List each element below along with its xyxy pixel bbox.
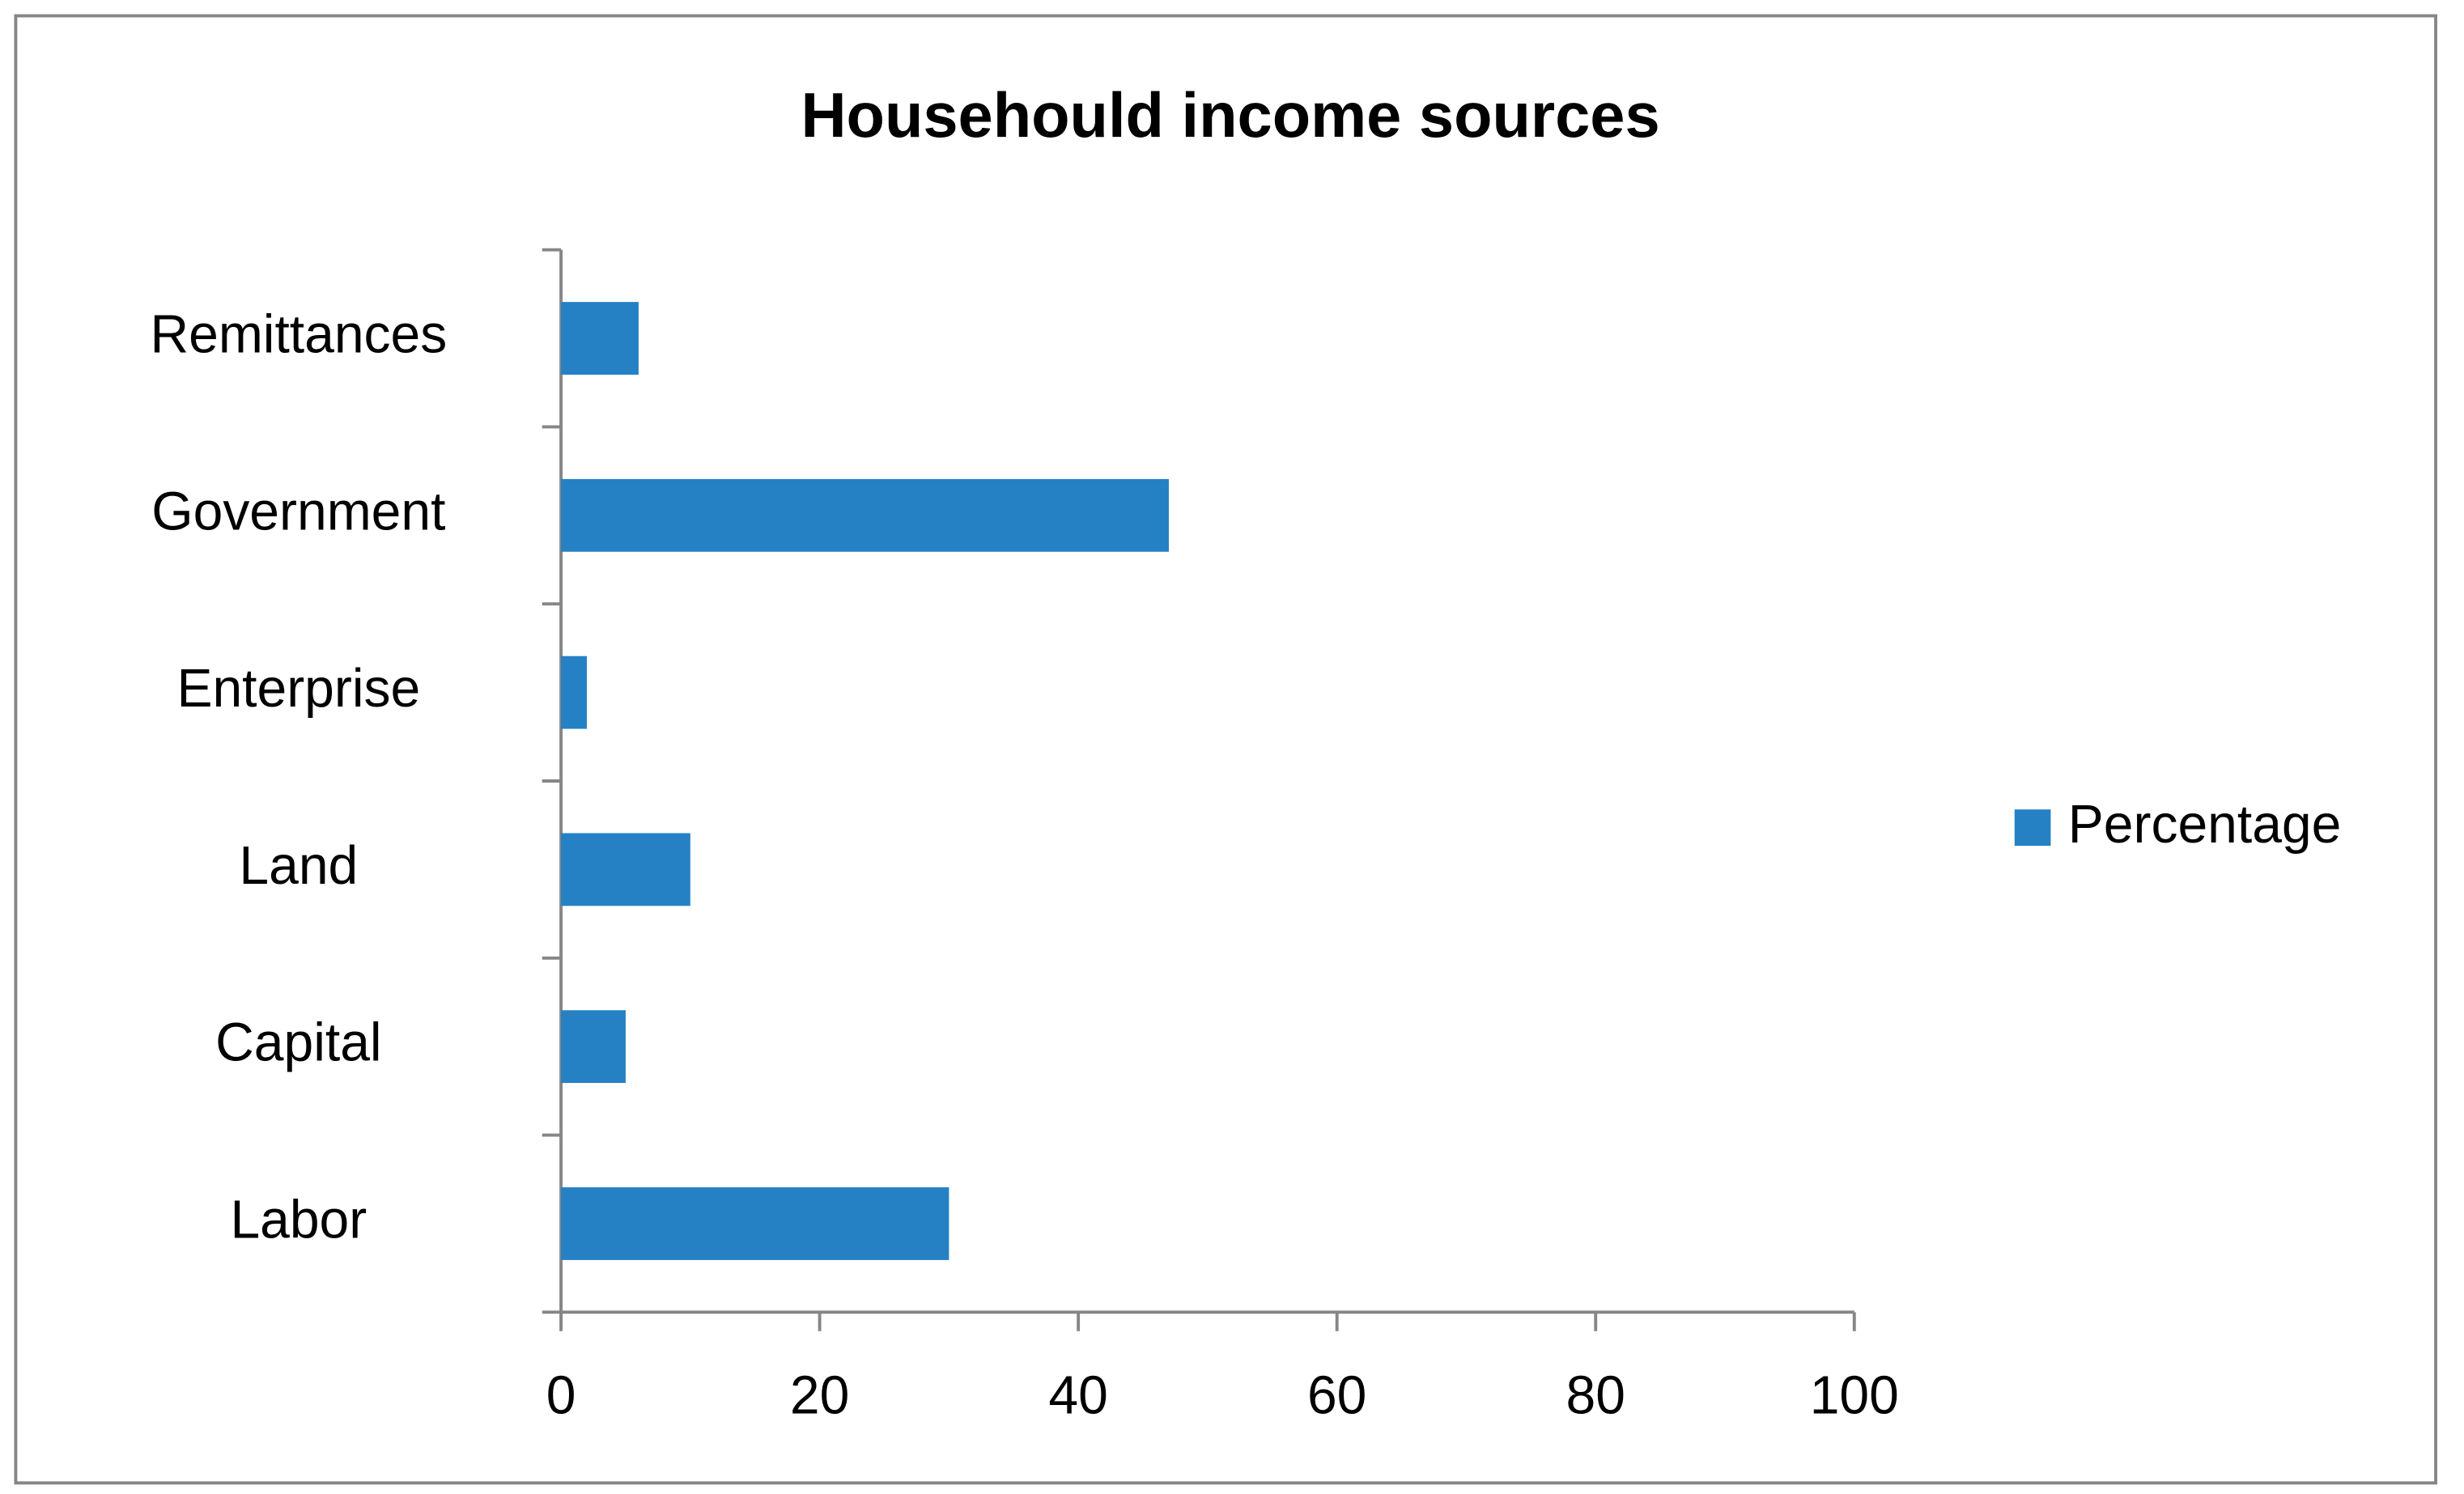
y-tick-label: Land [239, 836, 358, 896]
bar [561, 833, 690, 906]
chart-border [14, 14, 2437, 1485]
x-tick-label: 40 [1048, 1365, 1107, 1425]
bar [561, 1187, 949, 1260]
x-tick-label: 0 [546, 1365, 576, 1425]
chart-title: Househould income sources [801, 79, 1659, 151]
x-tick-label: 20 [790, 1365, 849, 1425]
x-tick-label: 60 [1307, 1365, 1366, 1425]
y-tick-label: Government [151, 482, 445, 541]
y-tick-label: Remittances [150, 304, 447, 364]
bar [561, 1010, 626, 1084]
bar [561, 302, 639, 375]
x-tick-label: 80 [1566, 1365, 1625, 1425]
bar [561, 478, 1169, 552]
y-tick-label: Labor [230, 1190, 367, 1250]
legend-swatch [2014, 809, 2051, 847]
x-tick-label: 100 [1810, 1365, 1899, 1425]
y-tick-label: Capital [215, 1013, 381, 1073]
y-tick-label: Enterprise [176, 659, 420, 719]
bar [561, 656, 588, 729]
legend-label: Percentage [2068, 795, 2342, 855]
